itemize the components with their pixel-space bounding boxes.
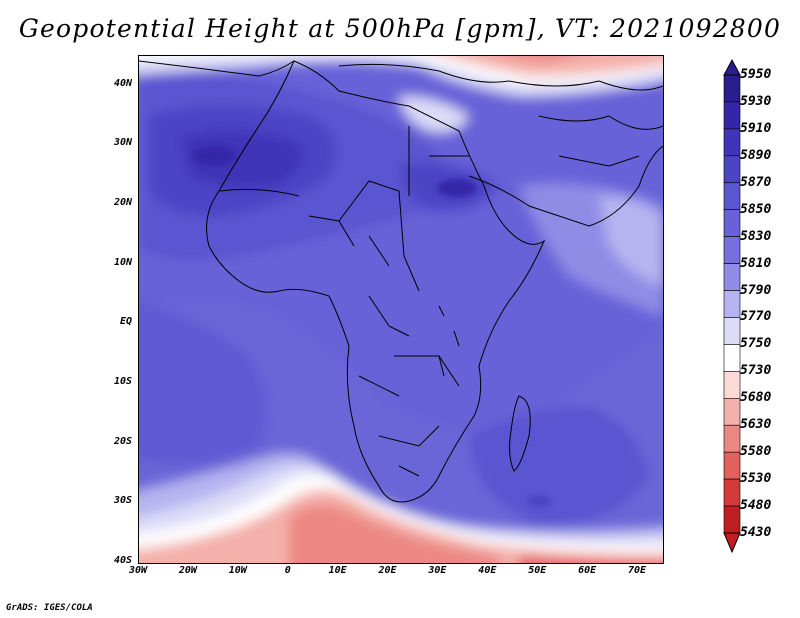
- lat-tick-label: 30S: [113, 495, 132, 507]
- colorbar-level-label: 5870: [740, 174, 772, 190]
- colorbar-cell: [723, 74, 741, 103]
- map-plot-area: [138, 55, 664, 564]
- height-field: [139, 56, 663, 563]
- colorbar: [723, 58, 741, 554]
- lon-tick-label: 0: [284, 565, 291, 576]
- colorbar-cell: [723, 236, 741, 264]
- lon-tick-label: 10W: [228, 565, 247, 576]
- lat-tick-label: 10S: [113, 376, 132, 388]
- colorbar-cell: [723, 101, 741, 130]
- chart-title: Geopotential Height at 500hPa [gpm], VT:…: [18, 14, 782, 43]
- colorbar-cell: [723, 371, 741, 399]
- colorbar-level-label: 5430: [740, 525, 772, 540]
- colorbar-cell: [723, 424, 741, 453]
- colorbar-cell: [723, 155, 741, 184]
- colorbar-cell: [723, 505, 741, 534]
- lat-tick-label: 10N: [113, 256, 132, 268]
- colorbar-level-label: 5770: [740, 309, 772, 325]
- lat-tick-label: 20S: [113, 435, 132, 447]
- lat-tick-label: 40S: [113, 555, 132, 566]
- lon-tick-label: 40E: [478, 565, 497, 576]
- colorbar-cell: [723, 209, 741, 237]
- colorbar-level-label: 5850: [740, 201, 772, 217]
- colorbar-cell: [723, 451, 741, 480]
- colorbar-level-label: 5830: [740, 228, 772, 244]
- lon-tick-label: 30W: [128, 565, 148, 576]
- colorbar-bottom-arrow: [723, 532, 741, 554]
- colorbar-level-label: 5580: [740, 444, 772, 460]
- colorbar-level-label: 5890: [740, 147, 772, 163]
- colorbar-cell: [723, 397, 741, 426]
- colorbar-cell: [723, 128, 741, 157]
- colorbar-cell: [723, 263, 741, 291]
- map-svg: [139, 56, 663, 563]
- colorbar-level-label: 5810: [740, 255, 772, 271]
- lon-tick-label: 20W: [178, 565, 197, 576]
- colorbar-level-label: 5530: [740, 471, 772, 487]
- lon-tick-label: 70E: [628, 565, 647, 576]
- height-field-details: [192, 146, 551, 507]
- lat-tick-label: EQ: [119, 316, 132, 328]
- lat-tick-label: 30N: [113, 137, 132, 149]
- lat-tick-label: 20N: [113, 197, 132, 209]
- colorbar-level-label: 5630: [740, 417, 772, 433]
- lon-tick-label: 60E: [578, 565, 597, 576]
- colorbar-level-label: 5910: [740, 120, 772, 136]
- lon-tick-label: 10E: [328, 565, 347, 576]
- colorbar-cell: [723, 478, 741, 507]
- lon-tick-label: 30E: [428, 565, 447, 576]
- colorbar-top-arrow: [723, 58, 741, 76]
- colorbar-level-label: 5480: [740, 498, 772, 514]
- lon-tick-label: 20E: [378, 565, 397, 576]
- coastlines: [139, 60, 663, 503]
- colorbar-cell: [723, 317, 741, 345]
- colorbar-cell: [723, 290, 741, 318]
- colorbar-cell: [723, 344, 741, 372]
- lat-tick-label: 40N: [113, 77, 132, 89]
- lon-tick-label: 50E: [528, 565, 547, 576]
- colorbar-level-label: 5790: [740, 282, 772, 298]
- colorbar-cell: [723, 182, 741, 211]
- colorbar-level-label: 5950: [740, 67, 772, 82]
- colorbar-level-label: 5930: [740, 93, 772, 109]
- footer-credit: GrADS: IGES/COLA: [6, 603, 93, 613]
- colorbar-level-label: 5730: [740, 363, 772, 379]
- colorbar-level-label: 5750: [740, 336, 772, 352]
- colorbar-level-label: 5680: [740, 390, 772, 406]
